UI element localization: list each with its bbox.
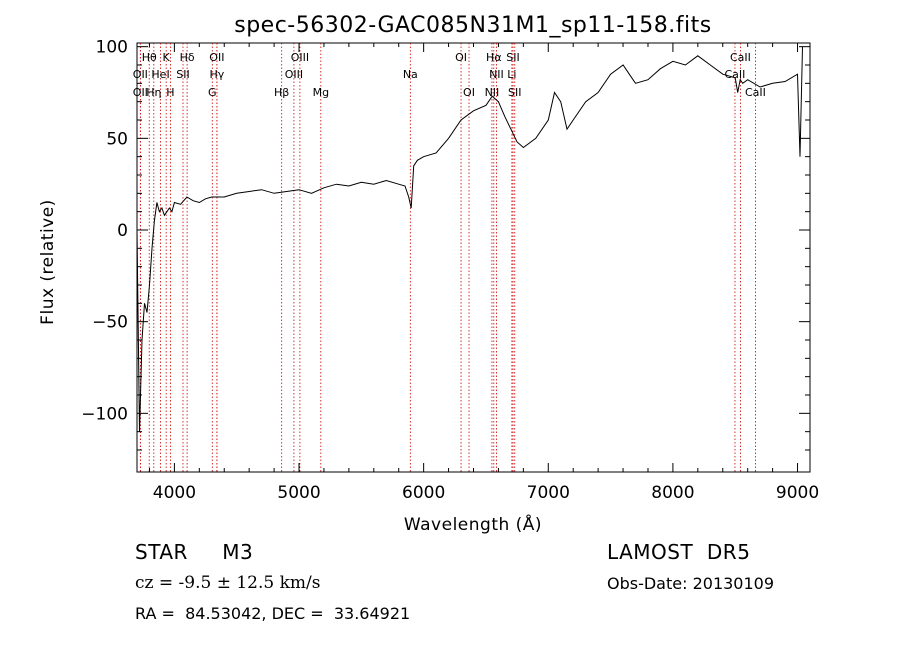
- coordinates: RA = 84.53042, DEC = 33.64921: [135, 604, 411, 623]
- x-tick-label: 7000: [527, 483, 570, 503]
- line-markers: [139, 43, 756, 472]
- line-label: Hη: [146, 86, 161, 99]
- tick-labels: 4000 5000 6000 7000 8000 9000 −100 −50 0 50 100: [81, 38, 819, 503]
- y-tick-label: 50: [106, 129, 128, 149]
- line-label: Hβ: [274, 86, 289, 99]
- chart-title: spec-56302-GAC085N31M1_sp11-158.fits: [234, 13, 712, 38]
- line-label: Hδ: [180, 51, 195, 64]
- line-label: HeI: [151, 68, 169, 81]
- line-label: Li: [507, 68, 516, 81]
- y-tick-label: −100: [81, 404, 128, 424]
- line-label: SII: [506, 51, 519, 64]
- survey-name: LAMOST DR5: [607, 540, 751, 564]
- line-label: CaII: [730, 51, 751, 64]
- plot-frame: [136, 42, 811, 473]
- y-axis-label: Flux (relative): [38, 199, 58, 325]
- axis-ticks: [137, 43, 810, 472]
- y-tick-label: −50: [92, 313, 128, 333]
- line-label: CaII: [725, 68, 746, 81]
- line-label: OIII: [291, 51, 309, 64]
- line-label: H: [166, 86, 174, 99]
- y-tick-label: 0: [117, 221, 128, 241]
- line-label: OIII: [285, 68, 303, 81]
- line-label: Hα: [486, 51, 502, 64]
- line-label: Hγ: [209, 68, 224, 81]
- x-tick-label: 4000: [153, 483, 196, 503]
- line-label: CaII: [745, 86, 766, 99]
- line-label: NII: [489, 68, 504, 81]
- line-label: Hθ: [142, 51, 157, 64]
- line-label: SII: [176, 68, 189, 81]
- y-tick-label: 100: [96, 38, 128, 58]
- line-label: OII: [133, 86, 148, 99]
- line-label: Na: [403, 68, 418, 81]
- line-label: OI: [455, 51, 467, 64]
- line-label: K: [163, 51, 171, 64]
- x-tick-label: 6000: [402, 483, 445, 503]
- line-label: OII: [133, 68, 148, 81]
- line-label: OII: [209, 51, 224, 64]
- line-label: Mg: [313, 86, 329, 99]
- x-tick-label: 9000: [776, 483, 819, 503]
- observation-date: Obs-Date: 20130109: [607, 574, 775, 593]
- object-class: STAR M3: [135, 540, 254, 564]
- line-label: OI: [463, 86, 475, 99]
- x-axis-label: Wavelength (Å): [404, 513, 542, 535]
- spectrum-line: [136, 46, 803, 432]
- line-label: G: [208, 86, 217, 99]
- line-label: SII: [508, 86, 521, 99]
- x-tick-label: 8000: [651, 483, 694, 503]
- x-tick-label: 5000: [277, 483, 320, 503]
- line-label: NII: [485, 86, 500, 99]
- redshift-value: cz = -9.5 ± 12.5 km/s: [135, 573, 321, 593]
